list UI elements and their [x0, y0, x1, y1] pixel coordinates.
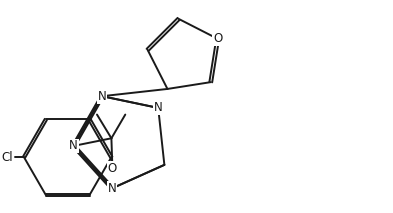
Text: S: S: [108, 182, 116, 195]
Text: N: N: [98, 90, 107, 103]
Text: O: O: [213, 32, 222, 45]
Text: N: N: [154, 101, 163, 114]
Text: N: N: [69, 139, 78, 152]
Text: O: O: [108, 162, 117, 175]
Text: Cl: Cl: [1, 151, 13, 164]
Text: N: N: [108, 182, 116, 195]
